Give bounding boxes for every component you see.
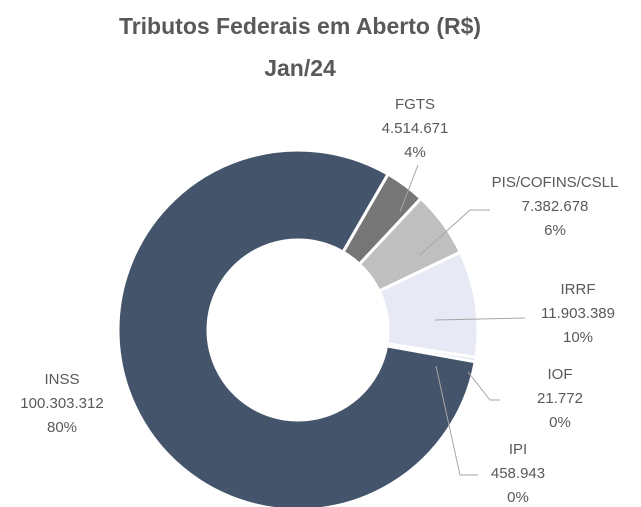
value-label: 100.303.312	[20, 395, 103, 412]
percent-label: 10%	[563, 329, 593, 346]
category-label: INSS	[44, 371, 79, 388]
percent-label: 4%	[404, 144, 426, 161]
value-label: 11.903.389	[541, 305, 615, 322]
value-label: 4.514.671	[382, 120, 449, 137]
category-label: PIS/COFINS/CSLL	[492, 174, 619, 191]
leader-line	[399, 164, 419, 213]
percent-label: 0%	[507, 489, 529, 506]
percent-label: 80%	[47, 419, 77, 436]
slice	[116, 148, 477, 507]
chart-subtitle: Jan/24	[264, 55, 336, 81]
category-label: IOF	[548, 366, 573, 383]
leader-line	[467, 371, 500, 401]
leader-line	[419, 209, 490, 256]
chart-title: Tributos Federais em Aberto (R$)	[119, 13, 481, 39]
category-label: IRRF	[561, 281, 596, 298]
percent-label: 0%	[549, 414, 571, 431]
category-label: FGTS	[395, 96, 435, 113]
leader-line	[435, 365, 478, 476]
percent-label: 6%	[544, 222, 566, 239]
value-label: 21.772	[537, 390, 583, 407]
value-label: 458.943	[491, 465, 545, 482]
category-label: IPI	[509, 441, 527, 458]
value-label: 7.382.678	[522, 198, 589, 215]
leader-line	[434, 317, 526, 321]
